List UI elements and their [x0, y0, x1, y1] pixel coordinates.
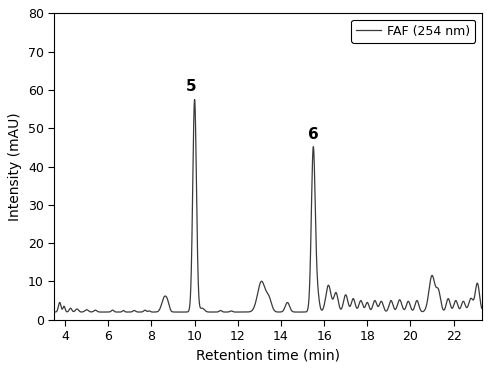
- Y-axis label: Intensity (mAU): Intensity (mAU): [8, 112, 23, 221]
- FAF (254 nm): [51, 310, 57, 314]
- X-axis label: Retention time (min): Retention time (min): [196, 349, 340, 363]
- FAF (254 nm): [326, 283, 332, 288]
- FAF (254 nm): [73, 307, 79, 312]
- FAF (254 nm): [483, 310, 489, 314]
- FAF (254 nm): [208, 310, 214, 314]
- FAF (254 nm): [307, 276, 313, 281]
- FAF (254 nm): [192, 97, 197, 102]
- Line: FAF (254 nm): FAF (254 nm): [54, 99, 486, 312]
- Legend: FAF (254 nm): FAF (254 nm): [351, 20, 475, 43]
- Text: 6: 6: [308, 127, 319, 142]
- Text: 5: 5: [186, 79, 196, 94]
- FAF (254 nm): [371, 299, 377, 303]
- FAF (254 nm): [394, 302, 400, 307]
- FAF (254 nm): [179, 310, 185, 314]
